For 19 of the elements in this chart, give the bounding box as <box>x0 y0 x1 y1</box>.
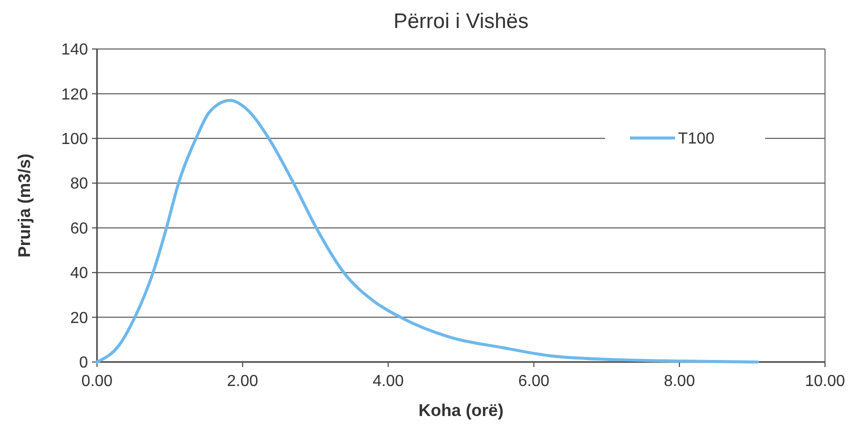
chart-title: Përroi i Vishës <box>393 10 529 33</box>
legend-label: T100 <box>678 130 715 148</box>
y-tick-label: 60 <box>70 220 88 238</box>
y-tick-label: 80 <box>70 176 88 193</box>
y-tick-label: 0 <box>79 354 88 372</box>
y-tick-label: 100 <box>61 131 88 148</box>
x-tick-label: 0.00 <box>81 373 113 390</box>
line-series <box>96 98 759 364</box>
y-tick-label: 140 <box>61 42 88 59</box>
y-tick-label: 40 <box>70 265 88 282</box>
x-tick-label: 6.00 <box>518 373 550 390</box>
x-tick-label: 8.00 <box>664 373 696 390</box>
x-axis-title: Koha (orë) <box>418 401 504 420</box>
x-tick-label: 10.00 <box>804 373 846 390</box>
y-axis-title: Prurja (m3/s) <box>15 154 34 258</box>
x-tick-label: 4.00 <box>372 373 404 390</box>
y-tick-label: 120 <box>61 86 88 104</box>
x-tick-label: 2.00 <box>227 373 258 390</box>
y-tick-label: 20 <box>70 310 88 327</box>
